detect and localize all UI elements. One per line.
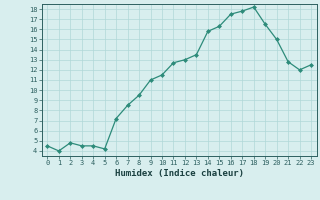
X-axis label: Humidex (Indice chaleur): Humidex (Indice chaleur) xyxy=(115,169,244,178)
